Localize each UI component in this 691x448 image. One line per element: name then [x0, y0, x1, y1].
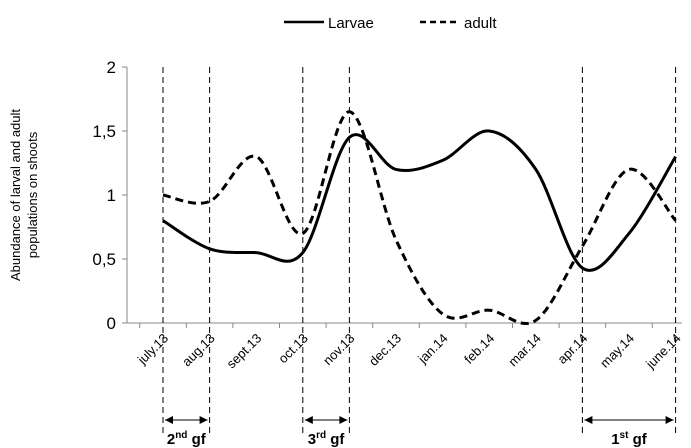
generation-label: 1st gf	[611, 430, 648, 448]
y-tick-label: 0,5	[92, 250, 116, 269]
x-tick-label: oct.13	[275, 331, 311, 367]
arrow-left-icon	[304, 416, 313, 424]
generation-lines	[162, 67, 677, 433]
series	[162, 110, 677, 325]
x-tick-label: mar.14	[505, 331, 544, 370]
x-tick-label: apr.14	[554, 331, 590, 367]
y-tick-label: 1	[107, 186, 116, 205]
y-tick-label: 1,5	[92, 122, 116, 141]
generation-brackets: 2nd gf 3rd gf 1st gf	[165, 416, 674, 448]
legend: Larvae adult	[284, 15, 497, 32]
legend-label: Larvae	[328, 15, 374, 32]
y-tick-label: 0	[107, 314, 116, 333]
series-line-larvae	[162, 129, 677, 272]
x-tick-label: sept.13	[224, 331, 265, 372]
x-tick-label: july.13	[134, 331, 171, 368]
y-tick-label: 2	[107, 58, 116, 77]
y-axis-label-line: Abundance of larval and adult	[8, 109, 23, 281]
arrow-right-icon	[339, 416, 348, 424]
arrow-left-icon	[165, 416, 173, 424]
y-axis-label: Abundance of larval and adult populations…	[8, 109, 40, 281]
generation-label: 2nd gf	[167, 430, 207, 448]
x-tick-label: dec.13	[366, 331, 404, 369]
axes: 0 0,5 1 1,5 2	[92, 58, 682, 333]
x-tick-label: jan.14	[414, 331, 450, 367]
x-tick-label: feb.14	[461, 331, 497, 367]
x-tick-label: nov.13	[320, 331, 358, 369]
y-axis-label-line: populations on shoots	[25, 131, 40, 258]
generation-label: 3rd gf	[308, 430, 346, 448]
arrow-right-icon	[665, 416, 674, 424]
x-tick-labels: july.13 aug.13 sept.13 oct.13 nov.13 dec.13 ja…	[134, 331, 684, 372]
arrow-left-icon	[584, 416, 593, 424]
arrow-right-icon	[199, 416, 208, 424]
legend-label: adult	[464, 15, 497, 32]
series-line-adult	[162, 110, 677, 325]
x-tick-label: june.14	[642, 331, 683, 372]
x-tick-label: may.14	[597, 331, 637, 371]
x-tick-label: aug.13	[179, 331, 218, 370]
